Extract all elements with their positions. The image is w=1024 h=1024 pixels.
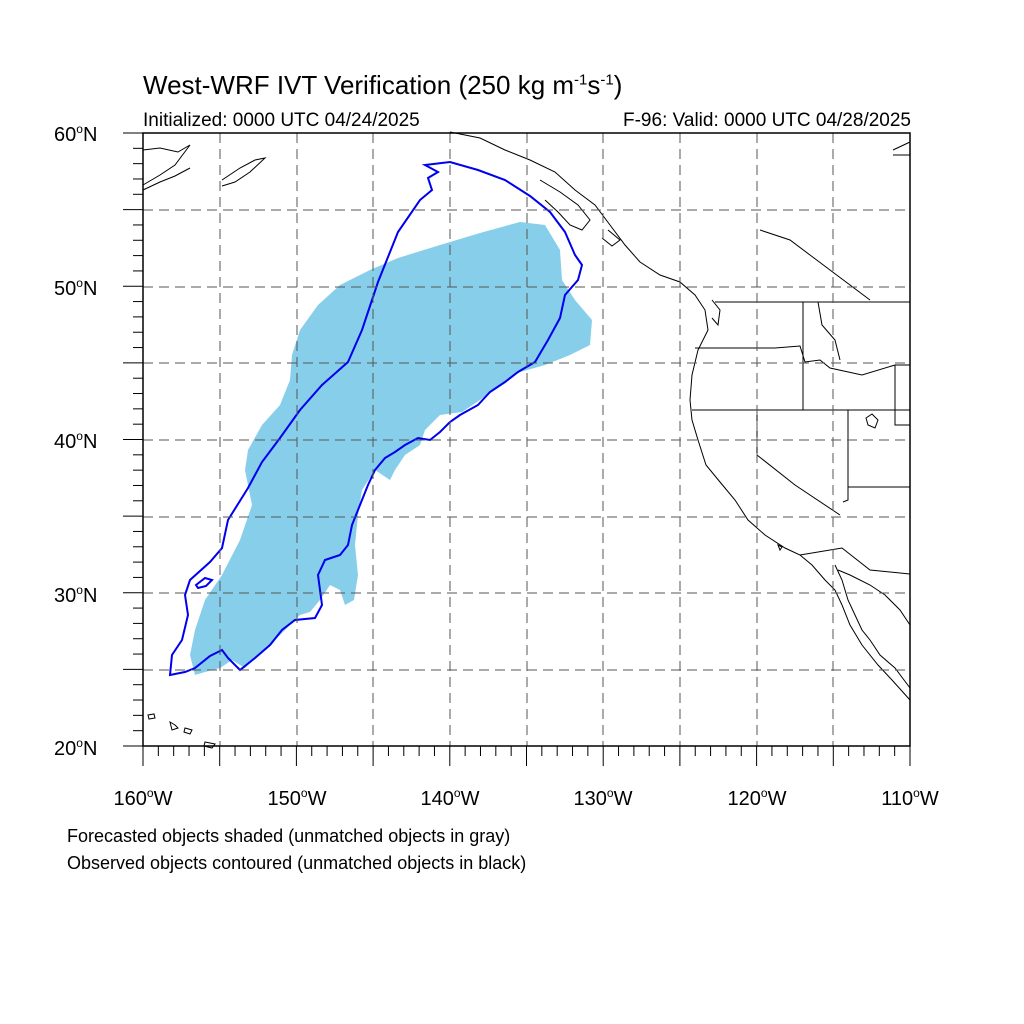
forecast-legend-note: Forecasted objects shaded (unmatched obj… — [67, 826, 511, 846]
lon-label-160: 160oW — [113, 786, 173, 810]
init-time-label: Initialized: 0000 UTC 04/24/2025 — [143, 110, 420, 131]
lon-label-130: 130oW — [573, 786, 633, 810]
lon-label-110: 110oW — [881, 786, 939, 810]
chart-title: West-WRF IVT Verification (250 kg m-1s-1… — [143, 70, 623, 100]
state-boundaries — [692, 229, 911, 575]
lon-label-150: 150oW — [267, 786, 327, 810]
axis-ticks — [123, 132, 911, 766]
observed-object-small-contour — [194, 576, 214, 590]
lat-label-30: 30oN — [54, 583, 98, 607]
lat-label-60: 60oN — [54, 122, 98, 146]
lon-label-140: 140oW — [420, 786, 480, 810]
forecast-object-shaded — [190, 222, 592, 675]
observed-legend-note: Observed objects contoured (unmatched ob… — [67, 853, 527, 873]
map-panel — [123, 131, 911, 766]
lat-label-50: 50oN — [54, 276, 98, 300]
lon-label-120: 120oW — [727, 786, 787, 810]
observed-object-contour — [168, 160, 584, 677]
valid-time-label: F-96: Valid: 0000 UTC 04/28/2025 — [623, 110, 911, 131]
lat-label-20: 20oN — [54, 736, 98, 760]
graticule — [143, 133, 910, 746]
lat-label-40: 40oN — [54, 429, 98, 453]
